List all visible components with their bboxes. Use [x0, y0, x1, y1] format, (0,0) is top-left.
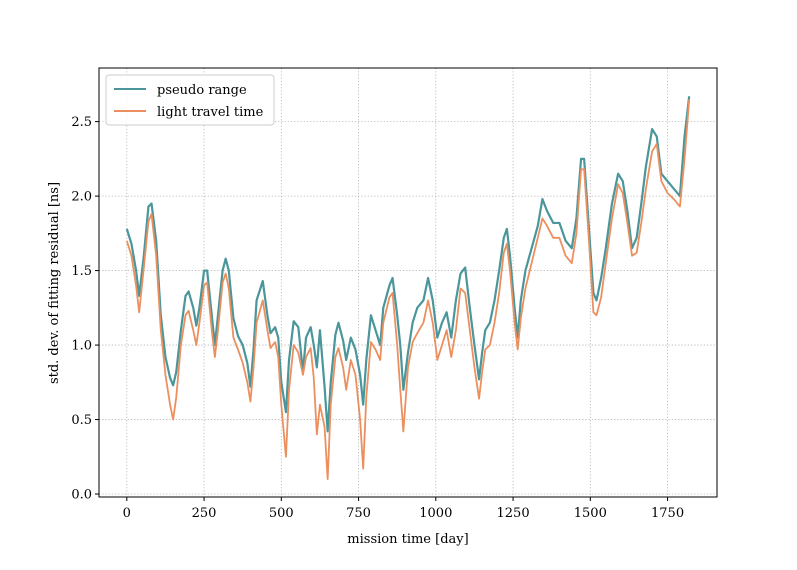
legend-label-pseudo-range: pseudo range — [157, 83, 247, 98]
y-tick-label: 1.0 — [71, 339, 92, 354]
x-tick-label: 1500 — [574, 506, 607, 521]
y-tick-label: 0.0 — [71, 488, 92, 503]
plot-area — [125, 96, 691, 481]
axis-ticks: 0 250 500 750 1000 1250 1500 1750 0.0 0.5 1.0 1.5 2.… — [71, 115, 684, 521]
x-tick-label: 1000 — [419, 506, 452, 521]
axes-frame — [98, 67, 718, 498]
y-tick-label: 1.5 — [71, 264, 92, 279]
x-tick-label: 0 — [123, 506, 131, 521]
x-tick-label: 1250 — [497, 506, 530, 521]
x-tick-label: 1750 — [651, 506, 684, 521]
grid — [99, 68, 717, 497]
series-line-light-travel-time — [125, 99, 691, 481]
x-tick-label: 250 — [192, 506, 217, 521]
legend-box — [105, 74, 275, 126]
y-tick-label: 2.0 — [71, 190, 92, 205]
x-tick-label: 750 — [346, 506, 371, 521]
legend-label-light-travel-time: light travel time — [157, 105, 264, 120]
x-tick-label: 500 — [269, 506, 294, 521]
y-tick-label: 0.5 — [71, 413, 92, 428]
x-axis-label: mission time [day] — [347, 532, 468, 547]
series-line-pseudo-range — [125, 96, 691, 433]
legend: pseudo range light travel time — [105, 74, 275, 126]
y-tick-label: 2.5 — [71, 115, 92, 130]
y-axis-label: std. dev. of fitting residual [ns] — [47, 182, 62, 384]
